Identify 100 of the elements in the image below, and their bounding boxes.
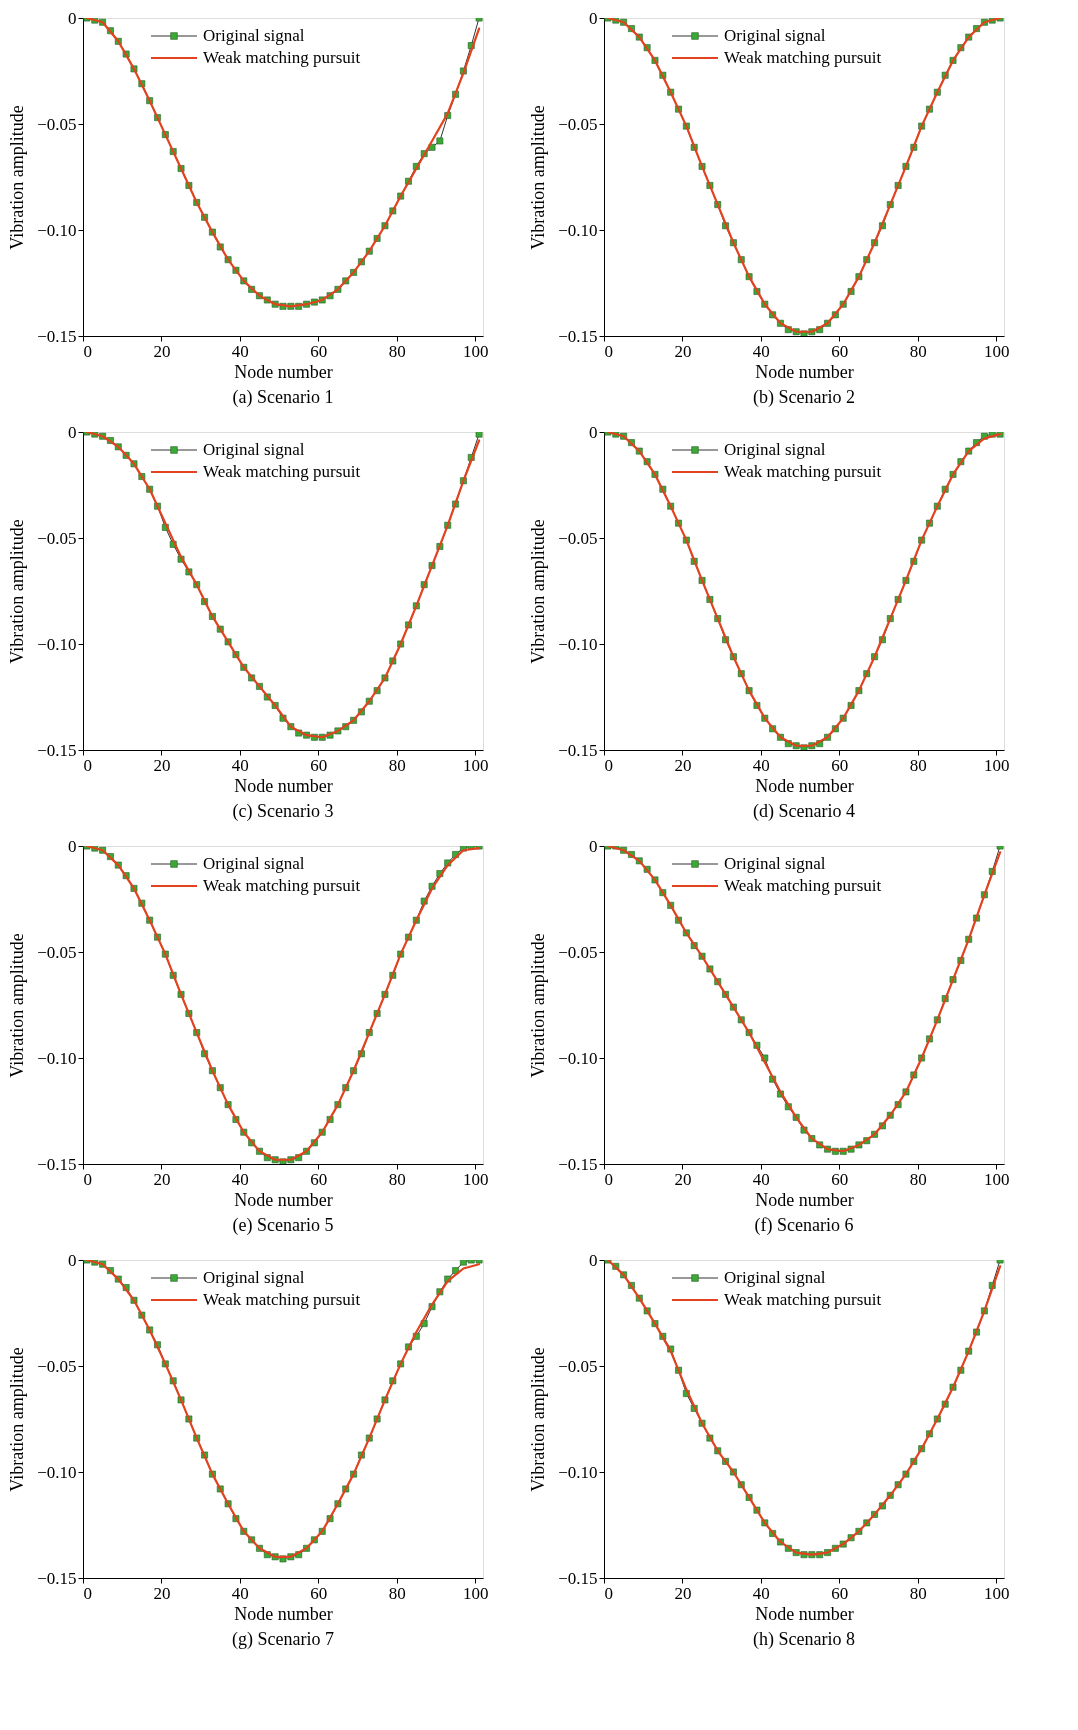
legend-label: Original signal	[203, 440, 305, 459]
y-tick-label: −0.05	[558, 1356, 598, 1376]
y-tick-label: −0.05	[558, 114, 598, 134]
x-axis-title: Node number	[234, 361, 333, 382]
x-tick-label: 60	[310, 755, 328, 775]
x-tick-label: 100	[983, 755, 1010, 775]
x-tick-label: 60	[310, 1583, 328, 1603]
legend-label: Original signal	[203, 1268, 305, 1287]
y-axis-title: Vibration amplitude	[528, 105, 549, 250]
y-tick-label: −0.15	[558, 740, 598, 760]
x-tick-label: 100	[983, 341, 1010, 361]
y-tick-label: −0.15	[558, 326, 598, 346]
y-tick-label: 0	[68, 1250, 77, 1270]
legend-label: Weak matching pursuit	[724, 876, 882, 895]
x-tick-label: 80	[909, 1169, 927, 1189]
x-tick-label: 40	[752, 341, 770, 361]
legend-label: Weak matching pursuit	[724, 48, 882, 67]
x-tick-label: 80	[388, 341, 406, 361]
x-axis-title: Node number	[234, 1603, 333, 1624]
y-tick-label: −0.15	[558, 1568, 598, 1588]
x-tick-label: 60	[310, 341, 328, 361]
x-tick-label: 20	[153, 755, 171, 775]
legend-label: Original signal	[724, 26, 826, 45]
x-tick-label: 60	[831, 1169, 849, 1189]
text: (f) Scenario 6	[754, 1215, 854, 1236]
legend-label: Original signal	[203, 854, 305, 873]
y-tick-label: −0.05	[37, 114, 77, 134]
x-tick-label: 60	[831, 341, 849, 361]
y-tick-label: 0	[589, 422, 598, 442]
y-tick-label: 0	[589, 8, 598, 28]
y-tick-label: −0.15	[37, 740, 77, 760]
text: (h) Scenario 8	[753, 1629, 855, 1650]
x-tick-label: 80	[909, 341, 927, 361]
x-tick-label: 20	[674, 341, 692, 361]
x-tick-label: 100	[462, 755, 489, 775]
y-axis-title: Vibration amplitude	[7, 519, 28, 664]
x-axis-title: Node number	[234, 1189, 333, 1210]
x-tick-label: 40	[752, 755, 770, 775]
y-axis-title: Vibration amplitude	[7, 1347, 28, 1492]
y-tick-label: −0.10	[558, 1462, 598, 1482]
y-tick-label: −0.05	[37, 1356, 77, 1376]
x-tick-label: 20	[153, 341, 171, 361]
legend-label: Original signal	[724, 440, 826, 459]
y-axis-title: Vibration amplitude	[7, 105, 28, 250]
x-tick-label: 0	[83, 1583, 92, 1603]
x-tick-label: 40	[752, 1583, 770, 1603]
text: (g) Scenario 7	[232, 1629, 334, 1650]
x-tick-label: 20	[153, 1583, 171, 1603]
x-tick-label: 0	[604, 755, 613, 775]
x-tick-label: 60	[310, 1169, 328, 1189]
legend-label: Weak matching pursuit	[203, 876, 361, 895]
x-axis-title: Node number	[755, 1603, 854, 1624]
text: (a) Scenario 1	[232, 387, 334, 408]
x-tick-label: 60	[831, 755, 849, 775]
x-tick-label: 40	[231, 755, 249, 775]
y-tick-label: −0.10	[37, 1048, 77, 1068]
x-axis-title: Node number	[755, 775, 854, 796]
y-tick-label: −0.05	[37, 528, 77, 548]
y-tick-label: −0.05	[558, 942, 598, 962]
x-axis-title: Node number	[755, 1189, 854, 1210]
x-tick-label: 100	[462, 341, 489, 361]
x-tick-label: 0	[604, 341, 613, 361]
legend-label: Weak matching pursuit	[203, 48, 361, 67]
y-tick-label: −0.10	[37, 1462, 77, 1482]
x-tick-label: 20	[674, 1169, 692, 1189]
x-tick-label: 40	[231, 1583, 249, 1603]
y-tick-label: −0.05	[558, 528, 598, 548]
x-tick-label: 100	[983, 1169, 1010, 1189]
y-tick-label: 0	[589, 836, 598, 856]
x-tick-label: 20	[674, 1583, 692, 1603]
legend-label: Weak matching pursuit	[724, 1290, 882, 1309]
x-tick-label: 100	[462, 1169, 489, 1189]
x-tick-label: 0	[604, 1169, 613, 1189]
y-tick-label: 0	[589, 1250, 598, 1270]
x-tick-label: 80	[388, 1583, 406, 1603]
legend-label: Weak matching pursuit	[203, 1290, 361, 1309]
x-axis-title: Node number	[755, 361, 854, 382]
text: (c) Scenario 3	[232, 801, 334, 822]
x-tick-label: 100	[462, 1583, 489, 1603]
y-tick-label: −0.15	[37, 1568, 77, 1588]
legend-label: Weak matching pursuit	[724, 462, 882, 481]
y-axis-title: Vibration amplitude	[7, 933, 28, 1078]
x-tick-label: 0	[83, 755, 92, 775]
x-tick-label: 80	[388, 755, 406, 775]
text: (e) Scenario 5	[232, 1215, 334, 1236]
y-axis-title: Vibration amplitude	[528, 1347, 549, 1492]
x-axis-title: Node number	[234, 775, 333, 796]
x-tick-label: 0	[604, 1583, 613, 1603]
x-tick-label: 40	[231, 1169, 249, 1189]
x-tick-label: 20	[674, 755, 692, 775]
x-tick-label: 20	[153, 1169, 171, 1189]
text: (d) Scenario 4	[753, 801, 855, 822]
text: (b) Scenario 2	[753, 387, 855, 408]
x-tick-label: 80	[909, 1583, 927, 1603]
y-tick-label: 0	[68, 422, 77, 442]
y-tick-label: −0.15	[37, 326, 77, 346]
y-tick-label: −0.05	[37, 942, 77, 962]
y-axis-title: Vibration amplitude	[528, 933, 549, 1078]
x-tick-label: 100	[983, 1583, 1010, 1603]
y-tick-label: −0.10	[558, 1048, 598, 1068]
